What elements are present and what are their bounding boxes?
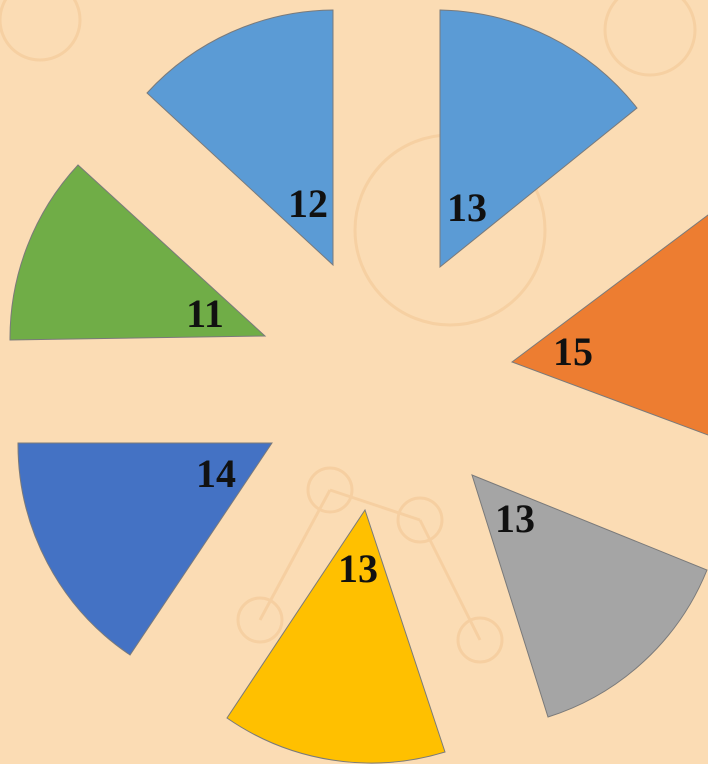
sector-label: 13: [447, 185, 487, 230]
sector-label: 11: [186, 291, 224, 336]
sector: [10, 165, 265, 340]
sector: [512, 209, 708, 451]
sector-label: 13: [495, 496, 535, 541]
sector-label: 13: [338, 546, 378, 591]
slide: 12 13 11 15 13 13 14: [0, 0, 708, 764]
sector-label: 12: [288, 181, 328, 226]
sector-label: 15: [553, 329, 593, 374]
sector-label: 14: [196, 451, 236, 496]
sector: [147, 10, 333, 265]
sector: [227, 510, 445, 763]
